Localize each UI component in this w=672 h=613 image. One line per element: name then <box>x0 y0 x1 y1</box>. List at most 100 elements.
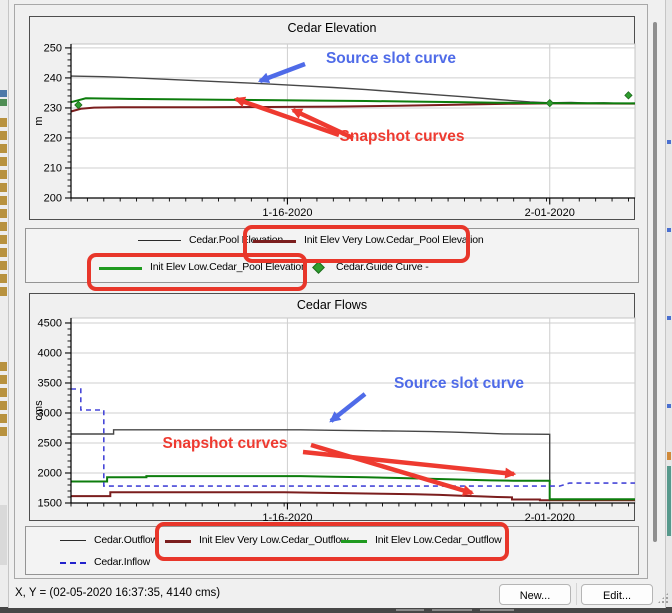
decor-block <box>0 427 7 436</box>
decor-block <box>0 274 7 283</box>
legend-label: Init Elev Very Low.Cedar_Pool Elevation <box>304 234 484 246</box>
decor-block <box>667 466 671 536</box>
svg-text:230: 230 <box>44 102 62 114</box>
decor-block <box>0 375 7 384</box>
svg-text:210: 210 <box>44 162 62 174</box>
series-cedar-outflow <box>71 429 635 501</box>
decor-block <box>667 316 671 320</box>
decor-block <box>0 414 7 423</box>
flows-chart-panel: Cedar Flows 1500 2000 2500 3000 3500 4000 4500… <box>29 293 636 524</box>
legend-label: Cedar.Guide Curve - <box>336 261 429 273</box>
legend-line-swatch <box>138 240 181 241</box>
statusbar-separator <box>576 583 577 605</box>
svg-text:250: 250 <box>44 42 62 54</box>
elevation-chart-panel: Cedar Elevation 200 210 220 230 240 250 1-16-2… <box>29 16 636 220</box>
decor-block <box>0 388 7 397</box>
legend-line-swatch <box>60 540 86 541</box>
legend-label: Init Elev Low.Cedar_Outflow <box>375 534 502 546</box>
decor-block <box>0 99 7 106</box>
annotation-text: Snapshot curves <box>163 435 288 452</box>
svg-text:240: 240 <box>44 72 62 84</box>
svg-text:4500: 4500 <box>38 317 62 329</box>
annotation-arrow <box>302 449 517 479</box>
resize-grip[interactable] <box>657 592 669 604</box>
annotation-text: Source slot curve <box>326 50 456 67</box>
decor-block <box>0 157 7 166</box>
annotation-arrow <box>329 392 367 423</box>
plot-area <box>70 317 636 504</box>
guide-curve-marker <box>624 91 633 100</box>
decor-block <box>0 261 7 270</box>
new-button[interactable]: New... <box>499 584 571 605</box>
axes: 1500 2000 2500 3000 3500 4000 4500 1-16-2020 2-0… <box>38 317 635 524</box>
decor-block <box>0 209 7 218</box>
decor-block <box>0 170 7 179</box>
series <box>71 388 635 502</box>
legend-label: Cedar.Outflow <box>94 534 158 546</box>
decor-block <box>667 140 671 144</box>
y-axis-unit-label: m <box>33 116 45 125</box>
decor-block <box>0 118 7 127</box>
flows-chart[interactable]: 1500 2000 2500 3000 3500 4000 4500 1-16-2020 2-0… <box>30 294 636 524</box>
flows-legend: Cedar.Outflow Init Elev Very Low.Cedar_Ou… <box>25 522 639 575</box>
edit-button[interactable]: Edit... <box>581 584 653 605</box>
background-taskbar-sliver <box>0 607 672 613</box>
elevation-legend: Cedar.Pool Elevation Init Elev Very Low.C… <box>25 225 639 291</box>
annotation-text: Snapshot curves <box>340 128 465 145</box>
decor-block <box>667 452 671 460</box>
svg-text:1500: 1500 <box>38 498 62 510</box>
svg-text:3000: 3000 <box>38 407 62 419</box>
status-bar: X, Y = (02-05-2020 16:37:35, 4140 cms) N… <box>9 580 669 607</box>
series <box>70 75 636 113</box>
plot-window: Cedar Elevation 200 210 220 230 240 250 1-16-2… <box>8 0 669 608</box>
decor-block <box>0 287 7 296</box>
elevation-chart[interactable]: 200 210 220 230 240 250 1-16-2020 2-01-2020 m Sou… <box>30 17 636 219</box>
decor-block <box>0 144 7 153</box>
y-axis-unit-label: cms <box>33 400 45 421</box>
decor-block <box>0 401 7 410</box>
decor-block <box>0 248 7 257</box>
svg-text:2-01-2020: 2-01-2020 <box>525 512 575 524</box>
series-init-elev-very-low-cedar-outflow <box>71 491 635 502</box>
decor-block <box>0 90 7 97</box>
annotation-arrow <box>257 61 306 84</box>
vertical-scrollbar[interactable] <box>653 22 657 542</box>
series-init-elev-low-cedar-pool-elevation <box>70 97 636 105</box>
series-init-elev-low-cedar-outflow <box>71 475 635 501</box>
decor-block <box>0 183 7 192</box>
svg-text:4000: 4000 <box>38 347 62 359</box>
svg-text:2-01-2020: 2-01-2020 <box>525 207 575 219</box>
annotation-arrow <box>291 107 354 141</box>
decor-block <box>667 228 671 232</box>
series-cedar-inflow <box>71 388 635 487</box>
svg-text:2500: 2500 <box>38 437 62 449</box>
legend-label: Cedar.Inflow <box>94 556 150 568</box>
annotation-text: Source slot curve <box>394 375 524 392</box>
decor-block <box>0 131 7 140</box>
legend-line-swatch <box>99 267 142 270</box>
axes: 200 210 220 230 240 250 1-16-2020 2-01-2020 <box>44 42 635 219</box>
svg-text:1-16-2020: 1-16-2020 <box>262 512 312 524</box>
plot-scroll-area: Cedar Elevation 200 210 220 230 240 250 1-16-2… <box>14 4 648 579</box>
decor-block <box>0 235 7 244</box>
svg-text:200: 200 <box>44 193 62 205</box>
guide-curve-marker <box>74 100 83 110</box>
legend-line-swatch <box>253 240 296 243</box>
gridlines <box>71 318 635 503</box>
decor-block <box>0 505 7 565</box>
plot-area <box>70 43 636 199</box>
legend-line-swatch <box>341 540 367 543</box>
legend-line-swatch <box>60 562 86 564</box>
annotation-arrow <box>233 96 340 138</box>
svg-text:1-16-2020: 1-16-2020 <box>262 207 312 219</box>
legend-label: Cedar.Pool Elevation <box>189 234 284 246</box>
cursor-coordinates-readout: X, Y = (02-05-2020 16:37:35, 4140 cms) <box>15 587 221 599</box>
legend-label: Init Elev Low.Cedar_Pool Elevation <box>150 261 307 273</box>
guide-curve-marker <box>545 98 554 108</box>
svg-text:3500: 3500 <box>38 377 62 389</box>
svg-text:220: 220 <box>44 132 62 144</box>
decor-block <box>667 404 671 408</box>
annotation-arrow <box>310 442 475 496</box>
legend-line-swatch <box>165 540 191 543</box>
decor-block <box>0 196 7 205</box>
